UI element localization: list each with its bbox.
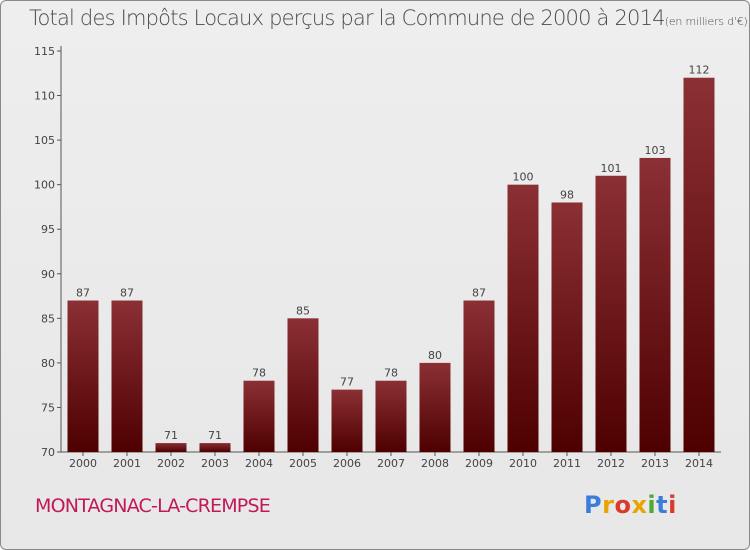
bar-2003 (199, 443, 231, 452)
bar-2010 (507, 184, 539, 452)
y-tick-label: 75 (41, 401, 55, 414)
x-tick-label: 2000 (69, 457, 97, 470)
bar-2009 (463, 300, 495, 452)
bar-2011 (551, 202, 583, 452)
bar-2004 (243, 380, 275, 452)
proxiti-logo[interactable]: Proxiti (584, 491, 677, 519)
data-label-2006: 77 (340, 376, 354, 389)
x-tick-label: 2001 (113, 457, 141, 470)
chart-title: Total des Impôts Locaux perçus par la Co… (29, 6, 748, 30)
x-tick-label: 2007 (377, 457, 405, 470)
x-tick-label: 2002 (157, 457, 185, 470)
logo-letter: o (614, 491, 632, 519)
x-tick-label: 2005 (289, 457, 317, 470)
data-label-2010: 100 (513, 171, 534, 184)
data-label-2014: 112 (689, 64, 710, 77)
logo-letter: r (602, 491, 615, 519)
data-label-2009: 87 (472, 287, 486, 300)
bar-series (67, 77, 715, 452)
x-tick-label: 2004 (245, 457, 273, 470)
logo-letter: P (584, 491, 603, 519)
bar-2012 (595, 175, 627, 452)
bar-2001 (111, 300, 143, 452)
y-tick-label: 90 (41, 268, 55, 281)
data-label-2007: 78 (384, 367, 398, 380)
bar-2002 (155, 443, 187, 452)
x-tick-label: 2006 (333, 457, 361, 470)
bar-2000 (67, 300, 99, 452)
title-text: Total des Impôts Locaux perçus par la Co… (29, 6, 666, 30)
commune-name: MONTAGNAC-LA-CREMPSE (35, 495, 271, 517)
data-labels: 87 87 71 71 78 85 77 78 80 87 100 98 101 103 112 (76, 64, 710, 442)
data-label-2000: 87 (76, 287, 90, 300)
data-label-2011: 98 (560, 188, 574, 201)
bar-2006 (331, 389, 363, 452)
x-tick-label: 2011 (553, 457, 581, 470)
bar-2014 (683, 77, 715, 452)
y-tick-label: 80 (41, 357, 55, 370)
chart-axes: 70 75 80 85 90 95 100 105 110 115 2000 2001 2002 2003… (34, 45, 721, 470)
x-tick-label: 2009 (465, 457, 493, 470)
bar-2013 (639, 157, 671, 452)
x-tick-label: 2013 (641, 457, 669, 470)
logo-letter: i (647, 491, 657, 519)
y-tick-label: 105 (34, 134, 55, 147)
y-tick-label: 100 (34, 179, 55, 192)
data-label-2003: 71 (208, 429, 222, 442)
x-tick-label: 2010 (509, 457, 537, 470)
data-label-2001: 87 (120, 287, 134, 300)
data-label-2002: 71 (164, 429, 178, 442)
x-tick-label: 2014 (685, 457, 713, 470)
bar-2007 (375, 380, 407, 452)
data-label-2004: 78 (252, 367, 266, 380)
bar-2005 (287, 318, 319, 452)
x-tick-label: 2003 (201, 457, 229, 470)
logo-letter: i (668, 491, 677, 519)
data-label-2005: 85 (296, 304, 310, 317)
logo-letter: t (656, 491, 669, 519)
x-tick-label: 2008 (421, 457, 449, 470)
data-label-2008: 80 (428, 349, 442, 362)
y-tick-label: 85 (41, 312, 55, 325)
data-label-2013: 103 (645, 144, 666, 157)
x-tick-label: 2012 (597, 457, 625, 470)
y-tick-label: 115 (34, 45, 55, 58)
logo-letter: x (631, 491, 648, 519)
bar-2008 (419, 362, 451, 452)
y-tick-label: 95 (41, 223, 55, 236)
y-tick-label: 110 (34, 90, 55, 103)
data-label-2012: 101 (601, 162, 622, 175)
y-tick-label: 70 (41, 446, 55, 459)
title-unit: (en milliers d'€) (664, 15, 748, 28)
